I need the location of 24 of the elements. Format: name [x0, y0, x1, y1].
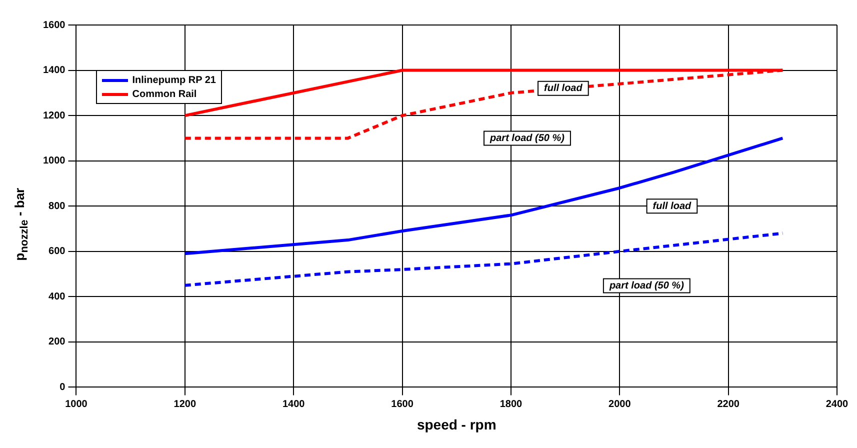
- x-tick-label: 1600: [391, 398, 414, 410]
- annotation: part load (50 %): [489, 132, 566, 144]
- y-tick-label: 0: [60, 382, 66, 393]
- x-tick-label: 2200: [717, 398, 740, 410]
- x-tick-label: 1200: [174, 398, 196, 410]
- x-tick-label: 1000: [65, 398, 88, 410]
- legend-label: Inlinepump RP 21: [132, 74, 216, 86]
- x-tick-label: 1400: [282, 398, 306, 410]
- annotation: part load (50 %): [608, 280, 685, 292]
- annotation: full load: [652, 200, 692, 212]
- x-tick-label: 1800: [500, 398, 523, 410]
- y-tick-label: 1200: [42, 110, 66, 122]
- x-tick-label: 2000: [608, 398, 632, 410]
- legend-label: Common Rail: [132, 88, 197, 100]
- y-tick-label: 600: [48, 246, 66, 258]
- y-tick-label: 1400: [42, 65, 66, 76]
- y-tick-label: 200: [48, 336, 66, 348]
- y-tick-label: 1000: [42, 156, 66, 167]
- annotation: full load: [544, 83, 584, 94]
- x-tick-label: 2400: [826, 398, 849, 410]
- x-axis-title: speed - rpm: [416, 416, 496, 432]
- y-tick-label: 1600: [42, 20, 66, 31]
- y-tick-label: 800: [48, 200, 66, 212]
- y-tick-label: 400: [48, 291, 66, 302]
